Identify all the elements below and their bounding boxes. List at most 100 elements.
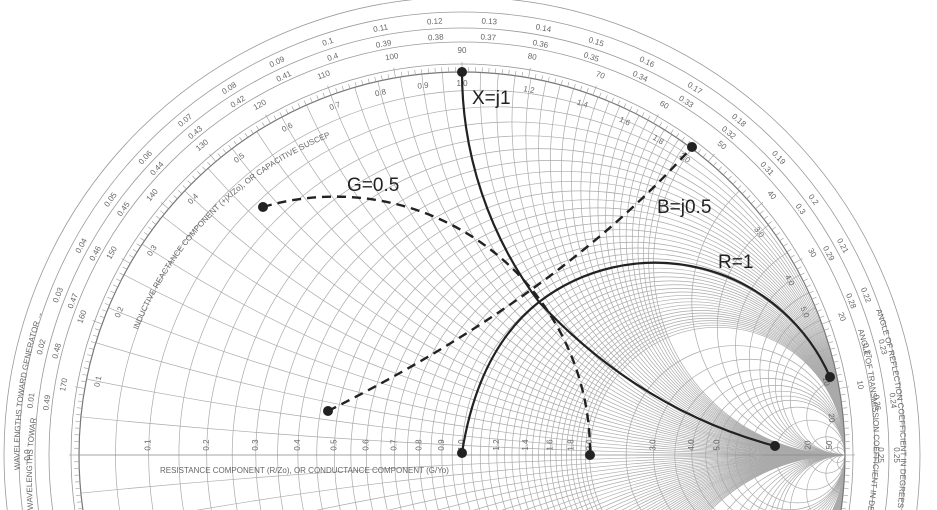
tick: [675, 133, 680, 138]
resistance-label: 0.7: [390, 439, 399, 451]
rim-label: 0.49: [41, 394, 52, 411]
tick: [779, 237, 784, 242]
tick: [793, 258, 803, 264]
tick: [88, 347, 94, 350]
tick: [560, 80, 563, 86]
annotation: G=0.5: [347, 175, 399, 196]
rim-label: 20: [836, 311, 848, 323]
rim-label: 1.2: [523, 84, 536, 95]
tick: [508, 69, 510, 75]
resistance-label: 1.8: [567, 439, 576, 451]
grid-line: [479, 72, 845, 456]
grid-line: [550, 72, 845, 456]
tick: [310, 97, 313, 103]
tick: [202, 166, 206, 171]
tick: [580, 85, 583, 91]
resistance-label: 0.9: [437, 439, 446, 451]
annotation: B=j0.5: [657, 197, 711, 218]
tick: [796, 266, 802, 270]
tick: [95, 328, 100, 331]
rim-label: 0.27: [861, 342, 874, 360]
grid-line: [79, 72, 845, 456]
tick: [763, 215, 768, 220]
tick: [567, 81, 570, 87]
tick: [803, 278, 808, 282]
tick: [341, 85, 344, 91]
tick: [816, 309, 822, 312]
rim-label: 110: [316, 68, 332, 81]
tick: [746, 195, 751, 199]
tick: [147, 226, 153, 231]
tick: [718, 166, 722, 171]
tick: [664, 125, 668, 131]
tick: [168, 200, 174, 204]
rim-label: 1.8: [651, 133, 666, 147]
tick: [840, 394, 846, 396]
tick: [819, 315, 825, 319]
tick: [623, 103, 627, 109]
rim-label: 10: [821, 376, 832, 387]
tick: [841, 508, 847, 510]
tick: [786, 249, 792, 253]
rim-label: 50: [716, 139, 729, 152]
tick: [76, 501, 82, 503]
tick: [814, 303, 820, 306]
tick: [821, 320, 832, 325]
tick: [547, 76, 550, 82]
rim-label: 0.6: [280, 120, 295, 133]
tick: [573, 83, 576, 89]
tick: [629, 106, 633, 111]
tick: [659, 122, 663, 127]
grid-line: [836, 454, 845, 471]
tick: [77, 400, 83, 402]
tick: [755, 202, 764, 210]
tick: [140, 237, 145, 242]
resistance-curve: [538, 261, 832, 378]
tick: [76, 414, 82, 416]
rim-label: 0.04: [74, 236, 90, 254]
tick: [515, 70, 517, 76]
rim-label: 40: [765, 189, 778, 202]
tick: [367, 78, 370, 84]
tick: [261, 122, 265, 127]
tick: [407, 70, 409, 76]
tick: [136, 243, 141, 247]
tick: [842, 501, 848, 503]
tick: [741, 190, 746, 195]
tick: [129, 254, 134, 258]
tick: [839, 386, 850, 389]
tick: [265, 114, 271, 124]
rim-label: 10: [855, 380, 866, 391]
tick: [354, 81, 357, 87]
tick: [85, 360, 91, 363]
tick: [121, 258, 131, 264]
rim-label: 1.4: [576, 98, 590, 110]
rim-label: 0.21: [835, 237, 851, 255]
tick: [228, 144, 232, 150]
tick: [727, 175, 732, 180]
tick: [110, 290, 116, 294]
tick: [244, 133, 249, 138]
rim-label: 60: [658, 99, 671, 112]
tick: [207, 161, 211, 167]
tick: [808, 290, 814, 294]
rim-label: 70: [595, 69, 607, 81]
rim-label: 0.13: [481, 16, 498, 26]
grid-line: [768, 301, 845, 456]
tick: [102, 309, 108, 312]
tick: [387, 74, 390, 80]
rim-label: 0.12: [427, 16, 444, 26]
rim-label: 0.48: [50, 342, 63, 360]
rim-label: 0.5: [232, 151, 247, 165]
rim-label: 0.15: [587, 35, 605, 49]
tick: [641, 112, 645, 117]
tick: [707, 153, 715, 162]
annotation-curves: [258, 67, 835, 460]
rim-label: 0.0: [23, 449, 32, 461]
tick: [76, 494, 82, 496]
rim-label: 90: [458, 46, 467, 55]
grid-line: [589, 72, 845, 456]
tick: [702, 153, 707, 158]
tick: [790, 254, 795, 258]
tick: [592, 85, 597, 96]
